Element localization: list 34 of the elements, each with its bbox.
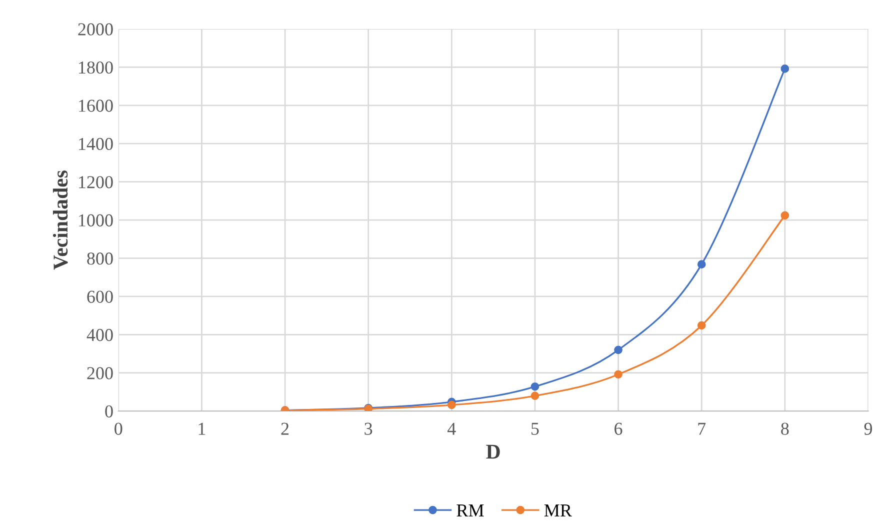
y-tick-label: 200 xyxy=(87,367,113,380)
y-tick-label: 1000 xyxy=(79,214,113,226)
x-tick-label: 8 xyxy=(781,422,789,435)
point xyxy=(614,346,622,354)
legend-label: MR xyxy=(544,504,572,516)
y-tick-label: 1400 xyxy=(79,138,113,150)
y-tick-label: 400 xyxy=(86,328,113,342)
point xyxy=(530,392,540,400)
y-tick-label: 1200 xyxy=(79,176,113,188)
y-tick-label: 0 xyxy=(105,405,113,418)
point xyxy=(697,260,706,269)
x-tick-label: 5 xyxy=(532,422,539,435)
y-tick-label: 800 xyxy=(87,252,113,265)
x-tick-label: 9 xyxy=(864,422,872,435)
point xyxy=(530,382,540,391)
x-tick-label: 7 xyxy=(698,422,706,435)
point xyxy=(697,321,706,330)
x-tick-label: 4 xyxy=(447,422,456,435)
y-tick-label: 2000 xyxy=(78,23,113,36)
x-tick-label: 6 xyxy=(614,422,622,435)
x-tick-label: 3 xyxy=(364,422,372,435)
y-axis-title: Vecindades xyxy=(52,170,68,270)
point xyxy=(780,64,790,73)
x-axis-title: D xyxy=(486,444,500,459)
x-tick-label: 0 xyxy=(114,422,122,435)
y-tick-label: 1600 xyxy=(79,100,113,112)
point xyxy=(614,370,622,379)
x-tick-label: 2 xyxy=(281,422,289,435)
point xyxy=(780,211,790,220)
legend-label: RM xyxy=(456,504,484,516)
y-tick-label: 600 xyxy=(87,290,113,303)
x-tick-label: 1 xyxy=(198,422,206,435)
point xyxy=(447,400,456,410)
y-tick-label: 1800 xyxy=(79,61,113,74)
